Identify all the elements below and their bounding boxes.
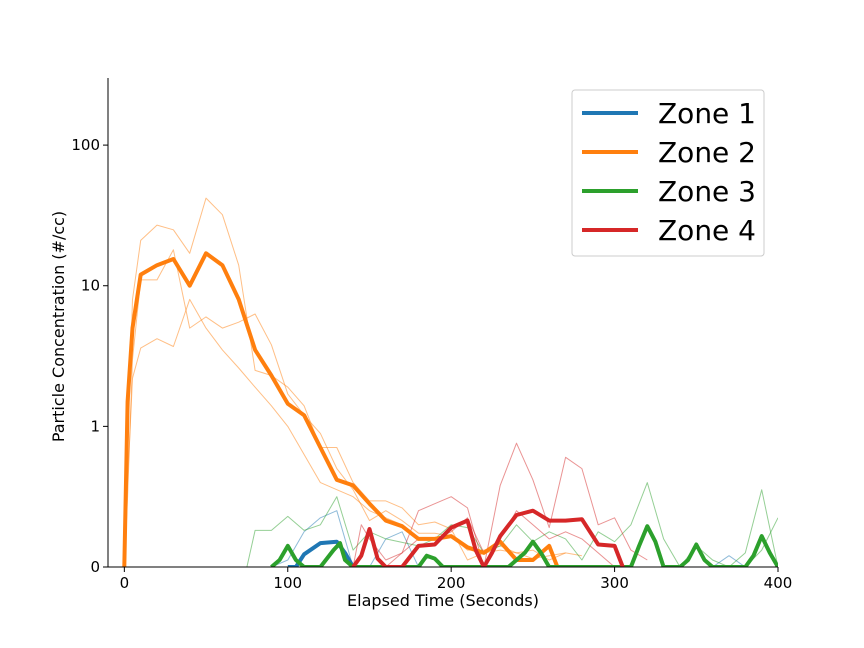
legend-label-zone-4: Zone 4 (658, 214, 756, 247)
x-tick-label: 0 (120, 574, 130, 592)
y-axis-title: Particle Concentration (#/cc) (49, 211, 68, 442)
x-axis-ticks: 0 100 200 300 400 (120, 567, 793, 592)
series-line-zone-2 (122, 251, 560, 567)
replicate-line-zone-1 (712, 555, 746, 567)
y-tick-label: 10 (81, 277, 100, 295)
x-axis-title: Elapsed Time (Seconds) (347, 591, 539, 610)
y-tick-label: 1 (90, 417, 100, 435)
legend-label-zone-2: Zone 2 (658, 136, 756, 169)
replicate-line-zone-4 (352, 442, 648, 567)
series-line-zone-4 (351, 508, 625, 567)
legend-box (571, 89, 765, 257)
replicate-line-zone-2 (123, 197, 566, 567)
x-tick-label: 300 (600, 574, 629, 592)
y-axis-ticks: 0 1 10 100 (71, 136, 108, 576)
x-tick-label: 200 (437, 574, 466, 592)
x-tick-label: 400 (764, 574, 793, 592)
series-line-zone-3 (270, 524, 778, 567)
replicate-line-zone-2 (123, 298, 403, 567)
legend-label-zone-1: Zone 1 (658, 97, 756, 130)
series-line-zone-1 (287, 539, 355, 567)
mean-lines (122, 251, 778, 567)
replicate-lines (123, 197, 778, 567)
replicate-line-zone-1 (271, 510, 354, 567)
legend: Zone 1 Zone 2 Zone 3 Zone 4 (571, 89, 765, 257)
y-tick-label: 100 (71, 136, 100, 154)
y-tick-label: 0 (90, 558, 100, 576)
legend-label-zone-3: Zone 3 (658, 175, 756, 208)
x-tick-label: 100 (273, 574, 302, 592)
